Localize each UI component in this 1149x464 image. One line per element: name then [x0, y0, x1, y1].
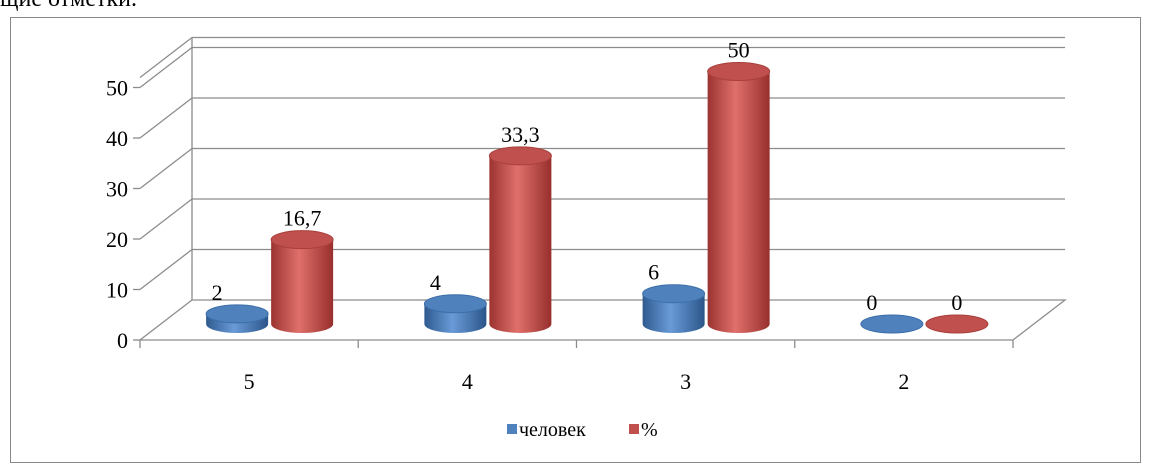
legend-swatch — [629, 424, 639, 434]
y-tick-label: 20 — [106, 227, 128, 252]
bar — [270, 230, 334, 333]
x-tick-label: 3 — [680, 369, 691, 394]
gridline-side-top — [139, 36, 193, 79]
legend: человек% — [507, 419, 658, 441]
bar-top — [860, 314, 924, 334]
bar — [925, 314, 989, 334]
bar-body — [271, 239, 334, 333]
legend-label: % — [641, 419, 658, 441]
bar — [860, 314, 924, 334]
label-layer: 0 10 20 30 40 50 5 4 3 2 2 4 6 0 16,7 33,3 50 0 — [106, 38, 962, 395]
y-tick-label: 10 — [106, 278, 128, 303]
bar-body — [707, 71, 770, 333]
gridline-side — [139, 147, 193, 190]
bar — [642, 284, 706, 333]
bar — [707, 62, 771, 333]
gridline-side — [139, 198, 193, 240]
data-label: 50 — [728, 38, 750, 63]
bar-top — [423, 294, 487, 314]
y-tick-label: 40 — [106, 126, 128, 151]
bar-body — [489, 155, 552, 333]
bar-top — [925, 314, 989, 334]
data-label: 4 — [430, 270, 441, 295]
bar-top — [270, 230, 334, 250]
data-label: 2 — [212, 280, 223, 305]
gridline-side — [139, 248, 193, 291]
bar — [488, 146, 552, 333]
data-label: 0 — [951, 290, 962, 315]
gridline-side — [139, 46, 193, 89]
bar — [205, 304, 269, 333]
x-tick-label: 2 — [898, 369, 909, 394]
y-tick-label: 50 — [106, 76, 128, 101]
data-label: 0 — [866, 290, 877, 315]
bar-top — [707, 62, 771, 81]
bar — [423, 294, 487, 333]
bar-top — [205, 304, 269, 324]
chart-floor — [138, 299, 1067, 341]
grid-layer — [133, 36, 1067, 348]
bar-top — [642, 284, 706, 304]
y-tick-label: 0 — [117, 328, 128, 353]
preceding-text: щие отметки. — [0, 0, 137, 13]
bar-top — [488, 146, 552, 166]
legend-label: человек — [519, 419, 586, 441]
y-tick-label: 30 — [106, 177, 128, 202]
data-label: 33,3 — [501, 122, 540, 147]
bar-body — [642, 293, 705, 333]
x-tick-label: 4 — [462, 369, 473, 394]
gridline-side — [139, 97, 193, 139]
x-tick-label: 5 — [244, 369, 255, 394]
data-label: 16,7 — [283, 206, 322, 231]
legend-swatch — [507, 424, 517, 434]
data-label: 6 — [648, 260, 659, 285]
chart-frame — [10, 17, 1141, 463]
bar-layer — [205, 62, 989, 334]
